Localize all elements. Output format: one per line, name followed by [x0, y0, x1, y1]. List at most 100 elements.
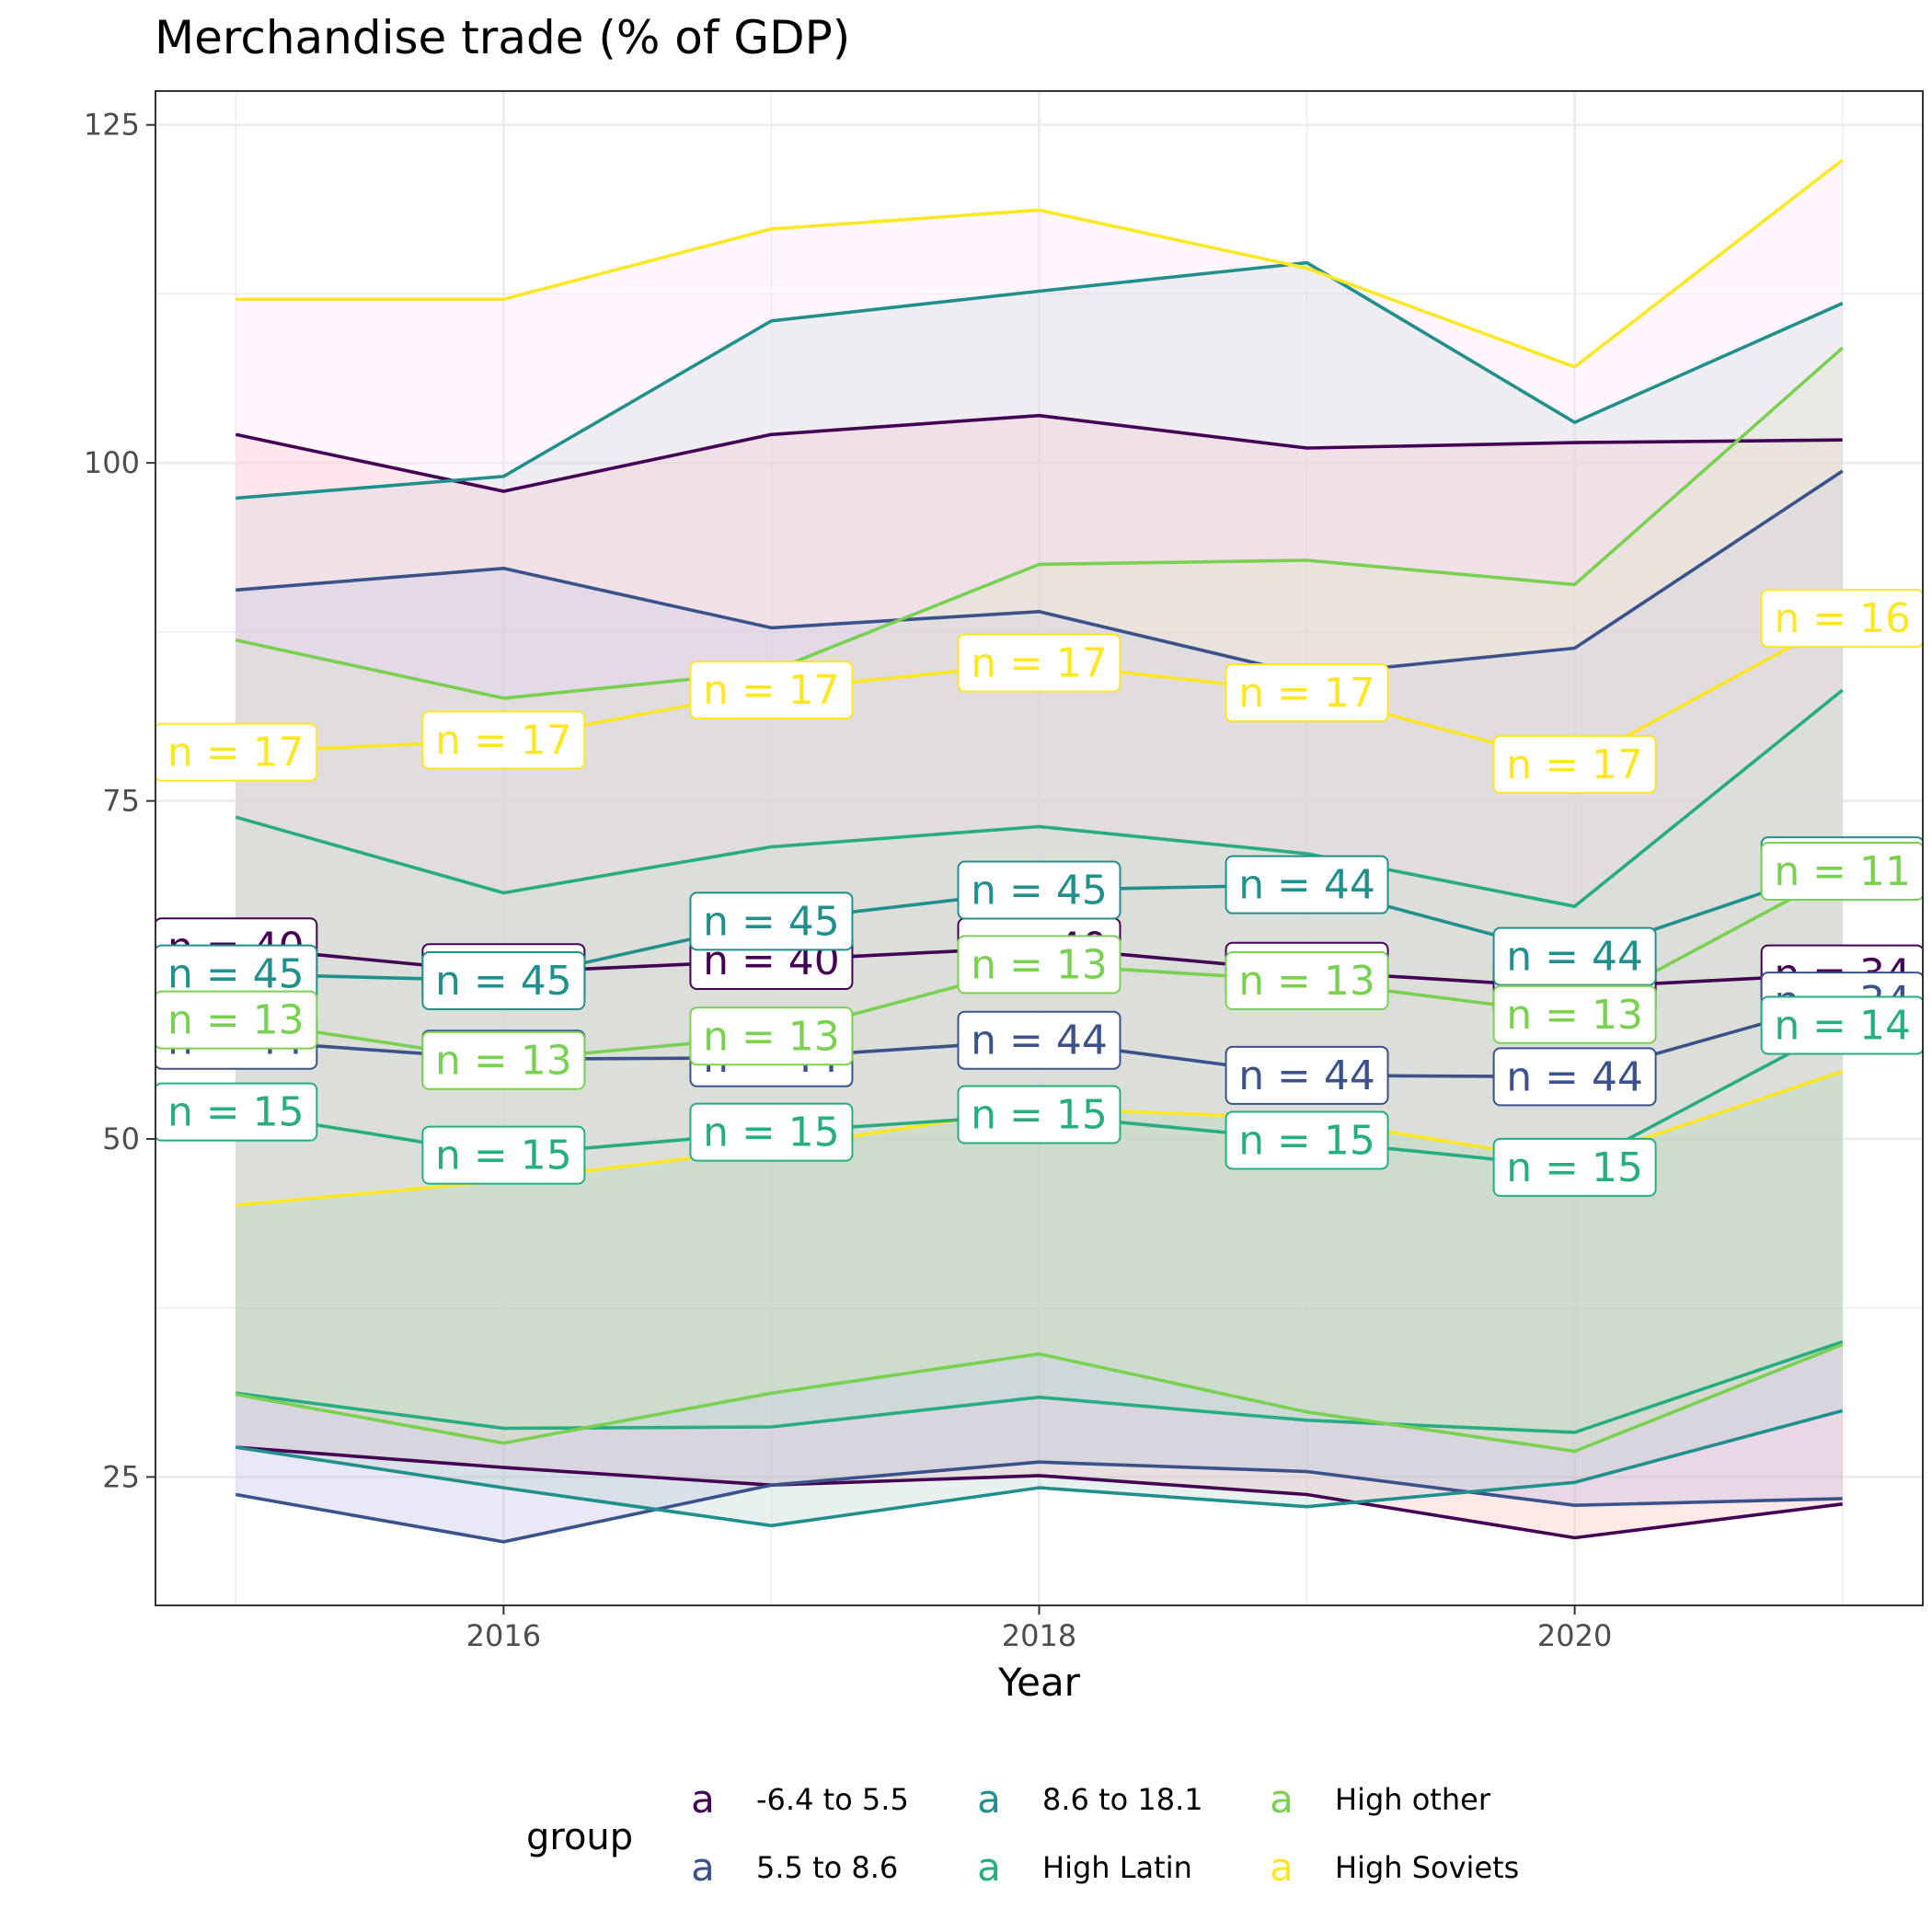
n-label-text: n = 13: [435, 1038, 572, 1085]
n-label: n = 45: [155, 944, 318, 1004]
lower-bound-line: [235, 1460, 1843, 1544]
legend-key: a: [1270, 1845, 1294, 1890]
legend-entry: a High Soviets: [1270, 1845, 1519, 1890]
n-label-text: n = 45: [703, 898, 840, 945]
n-label-box: [1225, 1045, 1389, 1105]
ribbon: [236, 471, 1843, 1542]
n-label-text: n = 45: [167, 951, 305, 998]
n-label: n = 45: [421, 951, 586, 1011]
n-label-text: n = 44: [971, 1018, 1108, 1064]
n-label-box: [421, 951, 586, 1011]
chart-title: Merchandise trade (% of GDP): [155, 11, 850, 64]
n-label: n = 13: [421, 1030, 586, 1090]
legend-label: 5.5 to 8.6: [756, 1850, 898, 1885]
n-label-box: [1492, 984, 1657, 1044]
upper-bound-line: [236, 158, 1844, 369]
n-label-box: [957, 1085, 1121, 1144]
legend-label: -6.4 to 5.5: [756, 1782, 909, 1817]
legend-entry: a 8.6 to 18.1: [977, 1777, 1202, 1822]
n-label: n = 17: [957, 633, 1121, 693]
legend-key: a: [1270, 1777, 1294, 1822]
n-label: n = 14: [1760, 995, 1923, 1055]
n-label-text: n = 15: [1506, 1144, 1643, 1191]
n-label-box: [957, 935, 1121, 995]
n-label-box: [689, 1006, 854, 1066]
upper-bound-line: [236, 469, 1844, 677]
n-label: n = 15: [155, 1082, 318, 1142]
n-labels: n = 40n = 40n = 40n = 40n = 40n = 40n = …: [155, 589, 1923, 1197]
n-label-text: n = 44: [1506, 934, 1643, 981]
lower-bound-line: [236, 1340, 1844, 1434]
n-label-text: n = 15: [703, 1110, 840, 1156]
n-label-box: [1492, 734, 1657, 794]
legend: group a -6.4 to 5.5 a 5.5 to 8.6 a 8.6 to 18.…: [526, 1777, 1519, 1890]
n-label-text: n = 11: [1774, 848, 1911, 895]
n-label: n = 17: [155, 722, 318, 782]
n-label-text: n = 13: [971, 941, 1108, 988]
n-label-box: [1225, 951, 1389, 1011]
n-label: n = 13: [155, 990, 318, 1050]
n-label-box: [689, 661, 854, 720]
n-label-text: n = 45: [435, 958, 572, 1005]
upper-bound-line: [235, 413, 1843, 493]
n-label-box: [1225, 855, 1389, 914]
n-label-box: [689, 891, 854, 951]
x-tick-label: 2018: [1002, 1618, 1076, 1653]
n-label: n = 13: [957, 935, 1121, 995]
n-label-box: [1225, 662, 1389, 722]
n-label-box: [689, 1102, 854, 1162]
n-label-box: [957, 860, 1121, 920]
legend-label: High other: [1335, 1782, 1491, 1817]
y-tick-label: 75: [102, 784, 140, 819]
lower-bound-line: [236, 1409, 1844, 1528]
n-label-text: n = 15: [167, 1089, 305, 1136]
ribbons: [236, 160, 1843, 1542]
n-label: n = 45: [689, 891, 854, 951]
n-label-box: [155, 1082, 318, 1142]
n-label: n = 44: [1225, 855, 1389, 914]
x-axis-title: Year: [997, 1660, 1081, 1705]
y-axis: 25 50 75 100 125: [84, 108, 155, 1494]
n-label-box: [155, 990, 318, 1050]
n-label-text: n = 17: [1238, 670, 1375, 717]
n-label: n = 13: [1225, 951, 1389, 1011]
n-label: n = 17: [689, 661, 854, 720]
legend-entry: a High other: [1270, 1777, 1491, 1822]
n-label-box: [1760, 589, 1923, 649]
n-label: n = 17: [1492, 734, 1657, 794]
n-label-text: n = 13: [167, 997, 305, 1044]
n-label-text: n = 45: [971, 868, 1108, 914]
n-label-text: n = 14: [1774, 1003, 1911, 1050]
n-label: n = 15: [689, 1102, 854, 1162]
n-label: n = 15: [421, 1125, 586, 1185]
n-label: n = 11: [1760, 841, 1923, 901]
n-label-text: n = 15: [971, 1092, 1108, 1139]
n-label-text: n = 15: [435, 1133, 572, 1179]
legend-title: group: [526, 1816, 633, 1858]
n-label: n = 44: [1492, 1047, 1657, 1107]
n-label-text: n = 13: [1238, 958, 1375, 1005]
legend-key: a: [977, 1777, 1001, 1822]
n-label-box: [957, 1010, 1121, 1070]
n-label-box: [1760, 841, 1923, 901]
n-label-box: [1492, 1047, 1657, 1107]
y-tick-label: 125: [84, 108, 140, 143]
x-axis: 2016 2018 2020: [466, 1605, 1612, 1653]
n-label-text: n = 44: [1238, 862, 1375, 909]
legend-entry: a 5.5 to 8.6: [691, 1845, 898, 1890]
n-label: n = 13: [1492, 984, 1657, 1044]
n-label-box: [1492, 1137, 1657, 1197]
n-label-box: [1492, 926, 1657, 986]
n-label: n = 44: [957, 1010, 1121, 1070]
legend-entry: a -6.4 to 5.5: [691, 1777, 909, 1822]
n-label-text: n = 16: [1774, 595, 1911, 642]
n-label-text: n = 17: [971, 640, 1108, 687]
n-label-text: n = 13: [1506, 992, 1643, 1039]
upper-bound-line: [235, 688, 1844, 909]
n-label-box: [421, 1125, 586, 1185]
y-tick-label: 50: [102, 1121, 140, 1156]
n-label: n = 44: [1492, 926, 1657, 986]
legend-key: a: [977, 1845, 1001, 1890]
n-label: n = 15: [1225, 1110, 1389, 1170]
